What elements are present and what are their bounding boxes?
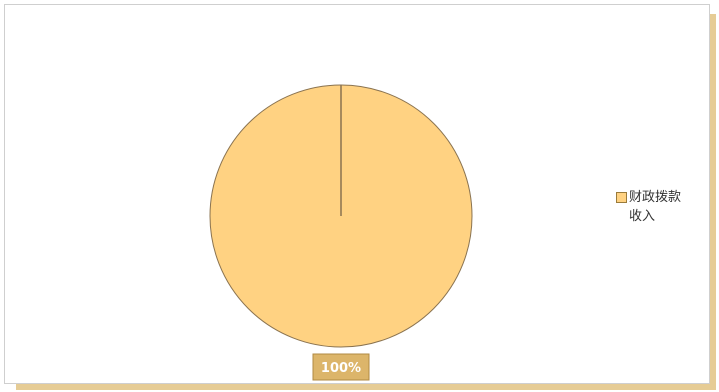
value-label-box	[312, 353, 370, 381]
legend: 财政拨款收入	[616, 188, 686, 232]
legend-label: 财政拨款收入	[629, 190, 682, 224]
value-label: 100%	[321, 361, 361, 376]
legend-key	[616, 192, 627, 203]
legend-item: 财政拨款收入	[616, 188, 686, 232]
